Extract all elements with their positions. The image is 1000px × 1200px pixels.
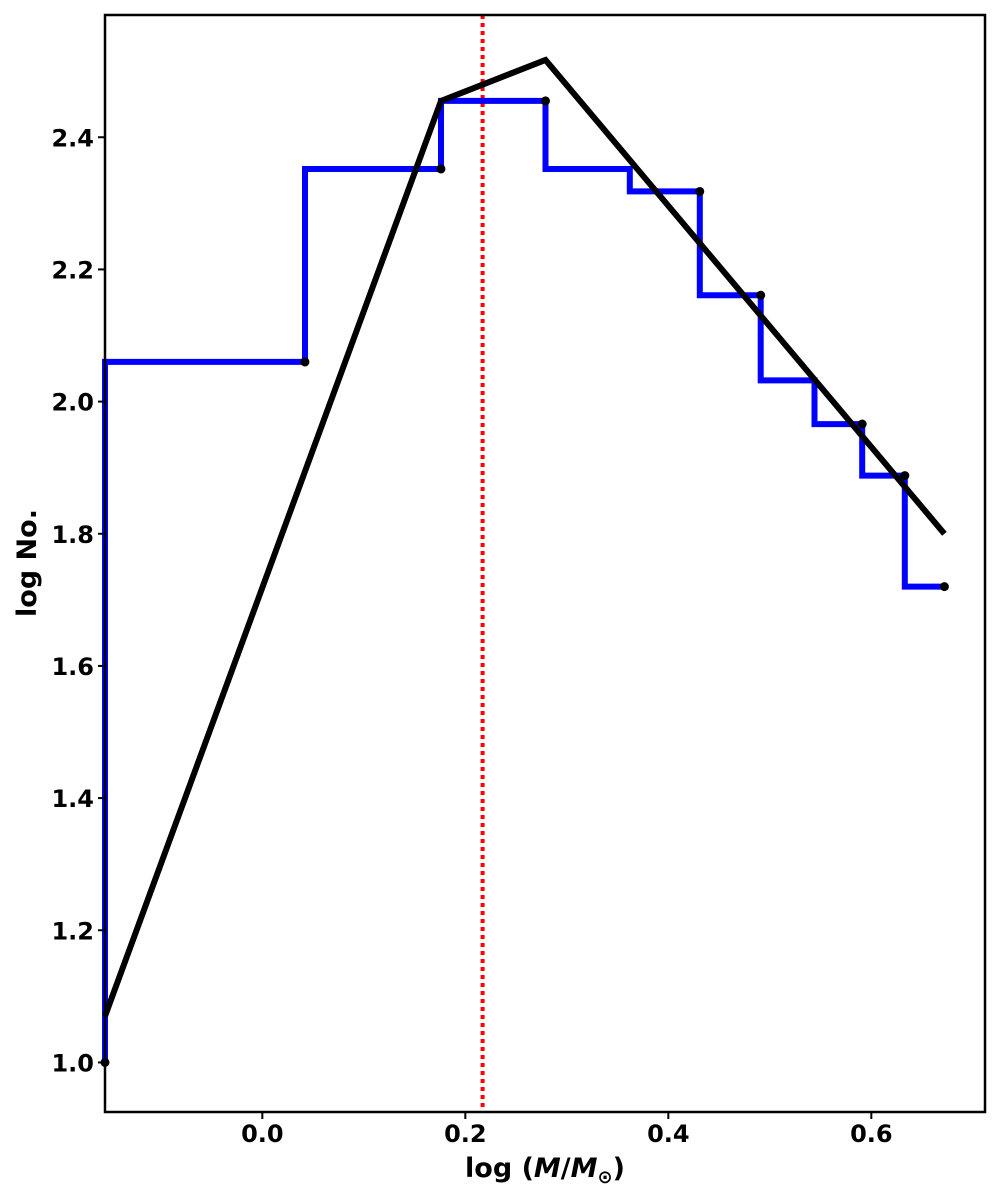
- y-tick-label: 1.6: [51, 653, 94, 681]
- y-tick-label: 1.2: [51, 917, 94, 945]
- axis-ticks: 0.0 0.2 0.4 0.6 1.0 1.2 1.4 1.6 1.8 2.0 2.2 2.4: [51, 124, 892, 1148]
- y-tick-label: 2.0: [51, 389, 94, 417]
- x-axis-label: log (M/M⊙): [465, 1153, 625, 1188]
- y-tick-label: 1.4: [51, 785, 94, 813]
- x-tick-label: 0.2: [444, 1120, 487, 1148]
- y-tick-label: 1.0: [51, 1049, 94, 1077]
- fit-line: [102, 56, 947, 1018]
- y-tick-label: 2.2: [51, 256, 94, 284]
- data-point: [541, 96, 551, 106]
- data-point: [857, 419, 867, 429]
- data-point: [756, 290, 766, 300]
- x-tick-label: 0.0: [241, 1120, 284, 1148]
- plot-frame: [103, 13, 987, 1114]
- y-tick-label: 2.4: [51, 124, 94, 152]
- histogram-step-line: [102, 97, 945, 1063]
- data-point: [900, 471, 910, 481]
- plot-content: [100, 15, 949, 1112]
- y-axis-label: log No.: [12, 509, 43, 617]
- x-tick-label: 0.6: [850, 1120, 893, 1148]
- data-point: [300, 357, 310, 367]
- y-tick-label: 1.8: [51, 521, 94, 549]
- x-tick-label: 0.4: [647, 1120, 690, 1148]
- data-point: [939, 582, 949, 592]
- data-point: [436, 164, 446, 174]
- data-point: [695, 186, 705, 196]
